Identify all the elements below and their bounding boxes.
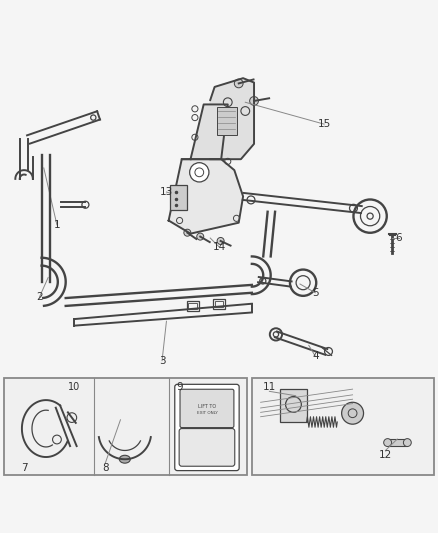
FancyBboxPatch shape (180, 389, 234, 427)
Circle shape (197, 233, 204, 240)
Text: 1: 1 (53, 220, 60, 230)
Circle shape (250, 96, 258, 106)
Text: 6: 6 (395, 233, 402, 243)
Bar (215, 301, 223, 307)
Circle shape (190, 163, 209, 182)
Text: 3: 3 (159, 356, 166, 366)
Bar (187, 301, 199, 311)
FancyBboxPatch shape (179, 429, 235, 466)
Polygon shape (182, 104, 228, 159)
Bar (213, 299, 225, 309)
Text: 12: 12 (379, 450, 392, 460)
Text: 14: 14 (212, 242, 226, 252)
Text: 10: 10 (68, 382, 81, 392)
Bar (217, 107, 237, 135)
Polygon shape (169, 159, 243, 233)
Ellipse shape (119, 455, 130, 463)
Circle shape (403, 439, 411, 447)
Text: 11: 11 (263, 382, 276, 392)
Text: 9: 9 (176, 382, 183, 392)
Circle shape (342, 402, 364, 424)
Text: LIFT TO: LIFT TO (198, 404, 216, 409)
FancyBboxPatch shape (175, 384, 239, 471)
Bar (4, 378, 247, 474)
Circle shape (234, 79, 243, 88)
Polygon shape (210, 78, 254, 159)
Text: 5: 5 (312, 288, 319, 298)
Bar (280, 389, 307, 422)
Text: 2: 2 (36, 292, 43, 302)
Bar (188, 303, 197, 309)
Circle shape (217, 238, 224, 245)
Text: 13: 13 (160, 187, 173, 197)
Text: 7: 7 (21, 463, 28, 473)
Circle shape (384, 439, 392, 447)
Circle shape (184, 229, 191, 236)
Text: 8: 8 (102, 463, 109, 473)
Text: 4: 4 (312, 351, 319, 361)
Bar (388, 439, 407, 446)
Bar (170, 185, 187, 209)
Text: 15: 15 (318, 119, 331, 129)
Text: EXIT ONLY: EXIT ONLY (197, 411, 217, 415)
Bar (252, 378, 434, 474)
